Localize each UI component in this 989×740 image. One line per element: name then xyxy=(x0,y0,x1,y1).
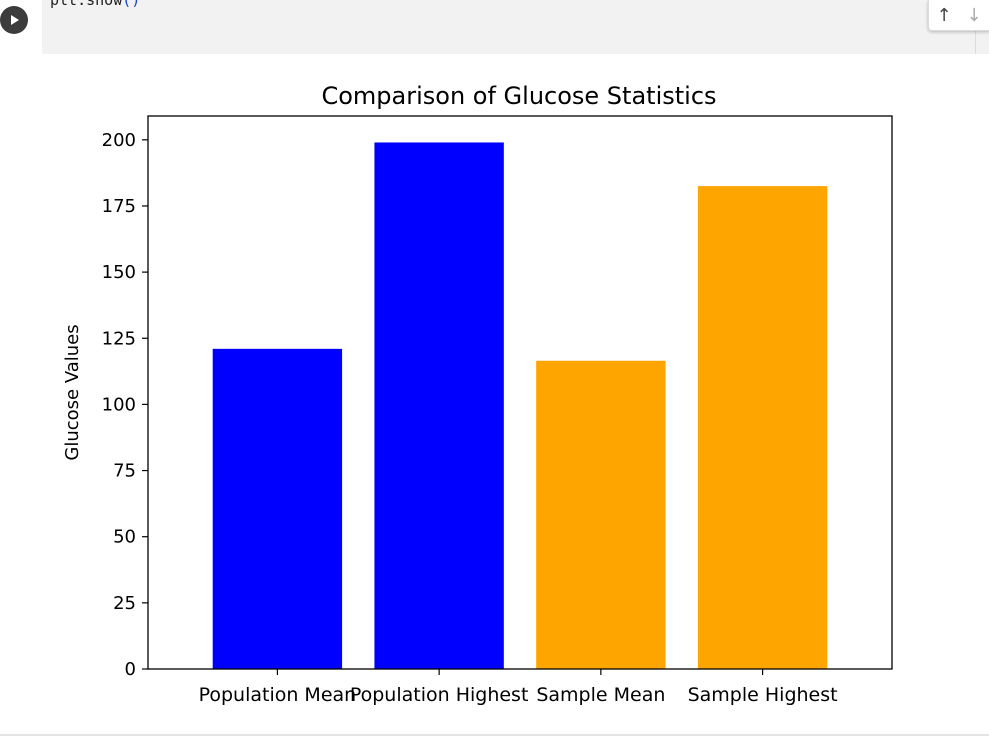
y-ticks-group: 0 25 50 75 100 125 150 175 200 xyxy=(102,130,148,680)
y-tick-label: 100 xyxy=(102,394,136,415)
run-cell-button[interactable] xyxy=(0,6,28,34)
x-tick-label: Sample Highest xyxy=(688,684,838,706)
bar-population-mean xyxy=(212,348,343,669)
code-cell: plt.show() ↑ ↓ xyxy=(0,0,989,54)
arrow-up-icon: ↑ xyxy=(936,4,952,26)
code-editor[interactable]: plt.show() xyxy=(42,0,989,54)
cell-toolbar: ↑ ↓ xyxy=(928,0,989,31)
cell-output: Comparison of Glucose Statistics Glucose… xyxy=(0,54,989,734)
y-tick-label: 150 xyxy=(102,262,136,283)
y-tick-label: 175 xyxy=(102,196,136,217)
y-tick-label: 50 xyxy=(113,527,136,548)
editor-scroll-edge xyxy=(975,30,976,54)
play-icon xyxy=(11,15,19,25)
x-tick-label: Sample Mean xyxy=(536,684,665,706)
code-text: plt.show xyxy=(50,0,123,9)
y-tick-label: 125 xyxy=(102,328,136,349)
bar-sample-highest xyxy=(697,186,828,669)
y-axis-label: Glucose Values xyxy=(62,324,83,460)
arrow-down-icon: ↓ xyxy=(966,4,982,26)
move-cell-down-button[interactable]: ↓ xyxy=(959,0,989,30)
x-tick-label: Population Mean xyxy=(199,684,357,706)
y-tick-label: 75 xyxy=(113,461,136,482)
chart-title: Comparison of Glucose Statistics xyxy=(321,82,716,110)
y-tick-label: 0 xyxy=(125,659,136,680)
bars-group xyxy=(212,142,828,669)
bar-population-highest xyxy=(374,142,504,669)
bar-sample-mean xyxy=(536,360,666,669)
code-parens: () xyxy=(122,0,141,9)
axes-frame xyxy=(147,115,893,670)
cell-gutter xyxy=(0,0,42,54)
move-cell-up-button[interactable]: ↑ xyxy=(929,0,959,30)
x-tick-label: Population Highest xyxy=(350,684,529,706)
y-tick-label: 25 xyxy=(113,593,136,614)
bar-chart: Comparison of Glucose Statistics Glucose… xyxy=(62,82,893,706)
cell-divider xyxy=(0,734,989,736)
code-line: plt.show() xyxy=(50,0,140,9)
y-tick-label: 200 xyxy=(102,130,136,151)
